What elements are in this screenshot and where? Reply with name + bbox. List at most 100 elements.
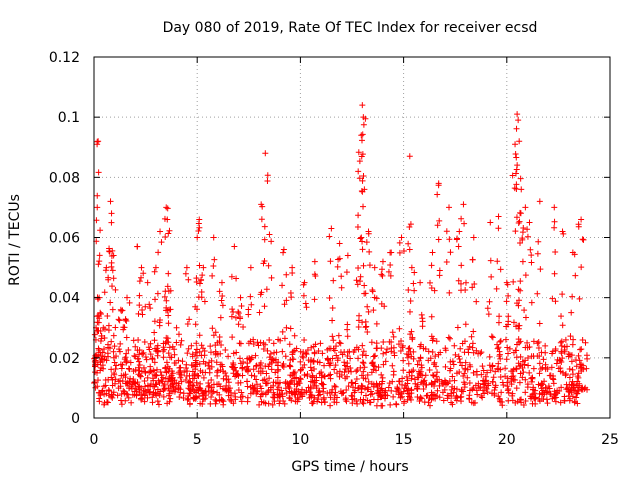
x-tick-label: 25 bbox=[601, 432, 619, 448]
data-point bbox=[295, 396, 302, 403]
data-point bbox=[436, 394, 443, 401]
data-point bbox=[147, 340, 154, 347]
data-point bbox=[513, 154, 520, 161]
data-point bbox=[231, 390, 238, 397]
data-point bbox=[360, 348, 367, 355]
data-point bbox=[151, 337, 158, 344]
data-point bbox=[428, 313, 435, 320]
data-point bbox=[360, 172, 367, 179]
data-point bbox=[329, 355, 336, 362]
data-point bbox=[160, 393, 167, 400]
data-point bbox=[110, 275, 117, 282]
data-point bbox=[478, 393, 485, 400]
data-point bbox=[488, 273, 495, 280]
data-point bbox=[133, 388, 140, 395]
data-point bbox=[289, 269, 296, 276]
data-point bbox=[218, 297, 225, 304]
data-point bbox=[420, 385, 427, 392]
data-point bbox=[268, 366, 275, 373]
data-point bbox=[219, 302, 226, 309]
data-point bbox=[445, 392, 452, 399]
data-point bbox=[486, 353, 493, 360]
data-point bbox=[566, 351, 573, 358]
data-point bbox=[400, 357, 407, 364]
data-point bbox=[113, 362, 120, 369]
data-point bbox=[546, 385, 553, 392]
data-point bbox=[193, 278, 200, 285]
data-point bbox=[405, 385, 412, 392]
data-point bbox=[446, 289, 453, 296]
data-point bbox=[395, 386, 402, 393]
data-point bbox=[575, 223, 582, 230]
data-point bbox=[334, 355, 341, 362]
data-point bbox=[159, 374, 166, 381]
data-point bbox=[258, 216, 265, 223]
data-point bbox=[404, 354, 411, 361]
data-point bbox=[225, 353, 232, 360]
data-point bbox=[358, 153, 365, 160]
data-point bbox=[395, 341, 402, 348]
data-point bbox=[330, 277, 337, 284]
data-point bbox=[405, 287, 412, 294]
data-point bbox=[210, 381, 217, 388]
data-point bbox=[125, 394, 132, 401]
data-point bbox=[229, 306, 236, 313]
data-point bbox=[175, 380, 182, 387]
data-point bbox=[362, 352, 369, 359]
data-point bbox=[422, 372, 429, 379]
data-point bbox=[147, 351, 154, 358]
data-point bbox=[307, 378, 314, 385]
data-point bbox=[184, 396, 191, 403]
data-point bbox=[455, 243, 462, 250]
data-point bbox=[557, 399, 564, 406]
data-point bbox=[504, 379, 511, 386]
data-point bbox=[200, 264, 207, 271]
data-point bbox=[498, 389, 505, 396]
data-point bbox=[207, 400, 214, 407]
data-point bbox=[217, 367, 224, 374]
data-point bbox=[98, 310, 105, 317]
data-point bbox=[91, 331, 98, 338]
data-point bbox=[138, 264, 145, 271]
data-point bbox=[343, 386, 350, 393]
data-point bbox=[497, 373, 504, 380]
data-point bbox=[379, 258, 386, 265]
data-point bbox=[435, 236, 442, 243]
data-point bbox=[514, 398, 521, 405]
data-point bbox=[98, 332, 105, 339]
data-point bbox=[579, 336, 586, 343]
data-point bbox=[124, 380, 131, 387]
data-point bbox=[427, 355, 434, 362]
data-point bbox=[486, 298, 493, 305]
data-point bbox=[366, 262, 373, 269]
data-point bbox=[557, 339, 564, 346]
data-point bbox=[349, 400, 356, 407]
data-point bbox=[483, 385, 490, 392]
data-point bbox=[354, 367, 361, 374]
data-point bbox=[293, 388, 300, 395]
data-point bbox=[411, 287, 418, 294]
data-point bbox=[138, 274, 145, 281]
data-point bbox=[189, 353, 196, 360]
data-point bbox=[274, 386, 281, 393]
data-point bbox=[364, 329, 371, 336]
data-point bbox=[512, 151, 519, 158]
data-point bbox=[276, 392, 283, 399]
data-point bbox=[110, 332, 117, 339]
data-point bbox=[243, 378, 250, 385]
data-point bbox=[208, 363, 215, 370]
data-point bbox=[287, 363, 294, 370]
x-tick-label: 5 bbox=[193, 432, 202, 448]
data-point bbox=[214, 367, 221, 374]
data-point bbox=[434, 191, 441, 198]
data-point bbox=[175, 331, 182, 338]
data-point bbox=[510, 278, 517, 285]
data-point bbox=[495, 213, 502, 220]
data-point bbox=[474, 391, 481, 398]
data-point bbox=[403, 373, 410, 380]
data-point bbox=[293, 374, 300, 381]
data-point bbox=[365, 308, 372, 315]
data-point bbox=[502, 365, 509, 372]
data-point bbox=[360, 400, 367, 407]
